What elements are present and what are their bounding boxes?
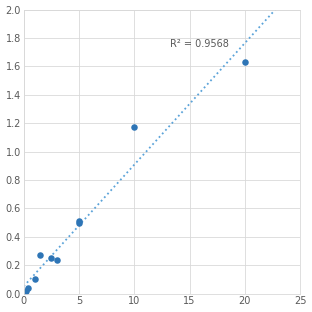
Point	[54, 257, 59, 262]
Point	[23, 288, 28, 293]
Point	[49, 256, 54, 261]
Text: R² = 0.9568: R² = 0.9568	[170, 39, 229, 49]
Point	[76, 220, 81, 225]
Point	[38, 253, 43, 258]
Point	[242, 60, 247, 65]
Point	[132, 125, 137, 130]
Point	[26, 285, 31, 290]
Point	[76, 219, 81, 224]
Point	[22, 290, 27, 295]
Point	[32, 277, 37, 282]
